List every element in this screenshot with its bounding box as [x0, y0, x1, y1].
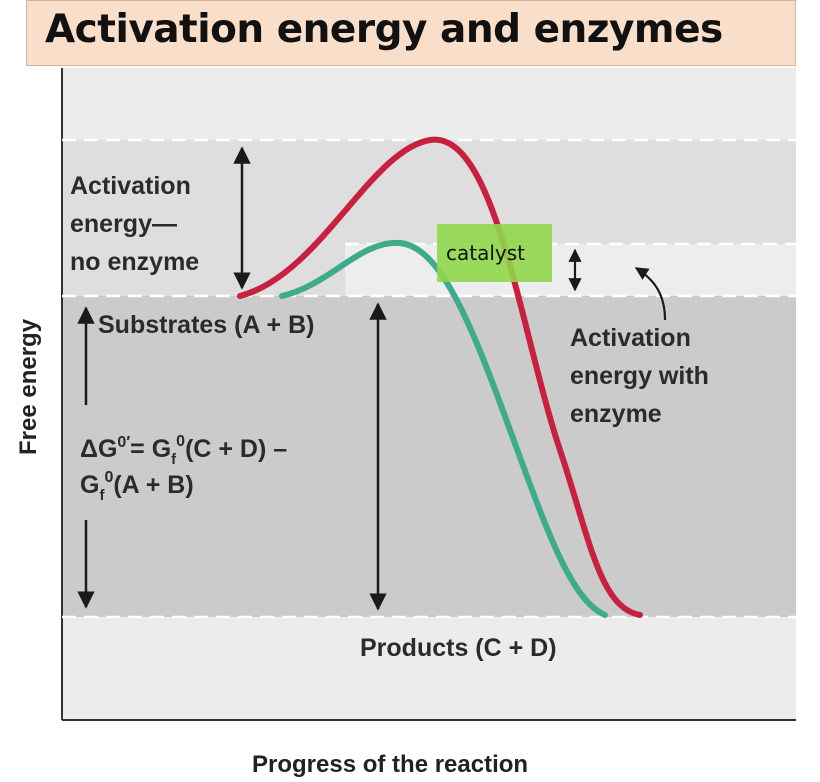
catalyst-label: catalyst — [446, 241, 525, 265]
band-delta-g — [62, 296, 796, 617]
label-delta-g-line2: Gf0(A + B) — [80, 469, 194, 504]
label-activation-no-enzyme-2: energy— — [70, 210, 177, 238]
label-activation-no-enzyme-1: Activation — [70, 172, 191, 200]
title-banner: Activation energy and enzymes — [26, 0, 796, 66]
label-delta-g-line1: ΔG0′= Gf0(C + D) – — [80, 433, 287, 468]
label-activation-enzyme-3: enzyme — [570, 400, 662, 428]
curve-with-enzyme — [279, 239, 608, 618]
catalyst-highlight — [437, 224, 552, 282]
label-activation-no-enzyme-3: no enzyme — [70, 248, 199, 276]
label-activation-enzyme-1: Activation — [570, 324, 691, 352]
pointer-arrow — [634, 267, 667, 321]
band-activation-enzyme — [345, 244, 796, 296]
y-axis-label: Free energy — [15, 318, 42, 455]
label-activation-enzyme-2: energy with — [570, 362, 709, 390]
label-substrates: Substrates (A + B) — [98, 311, 314, 339]
x-axis-label: Progress of the reaction — [252, 751, 528, 778]
label-products: Products (C + D) — [360, 634, 557, 662]
page-title: Activation energy and enzymes — [45, 7, 723, 52]
